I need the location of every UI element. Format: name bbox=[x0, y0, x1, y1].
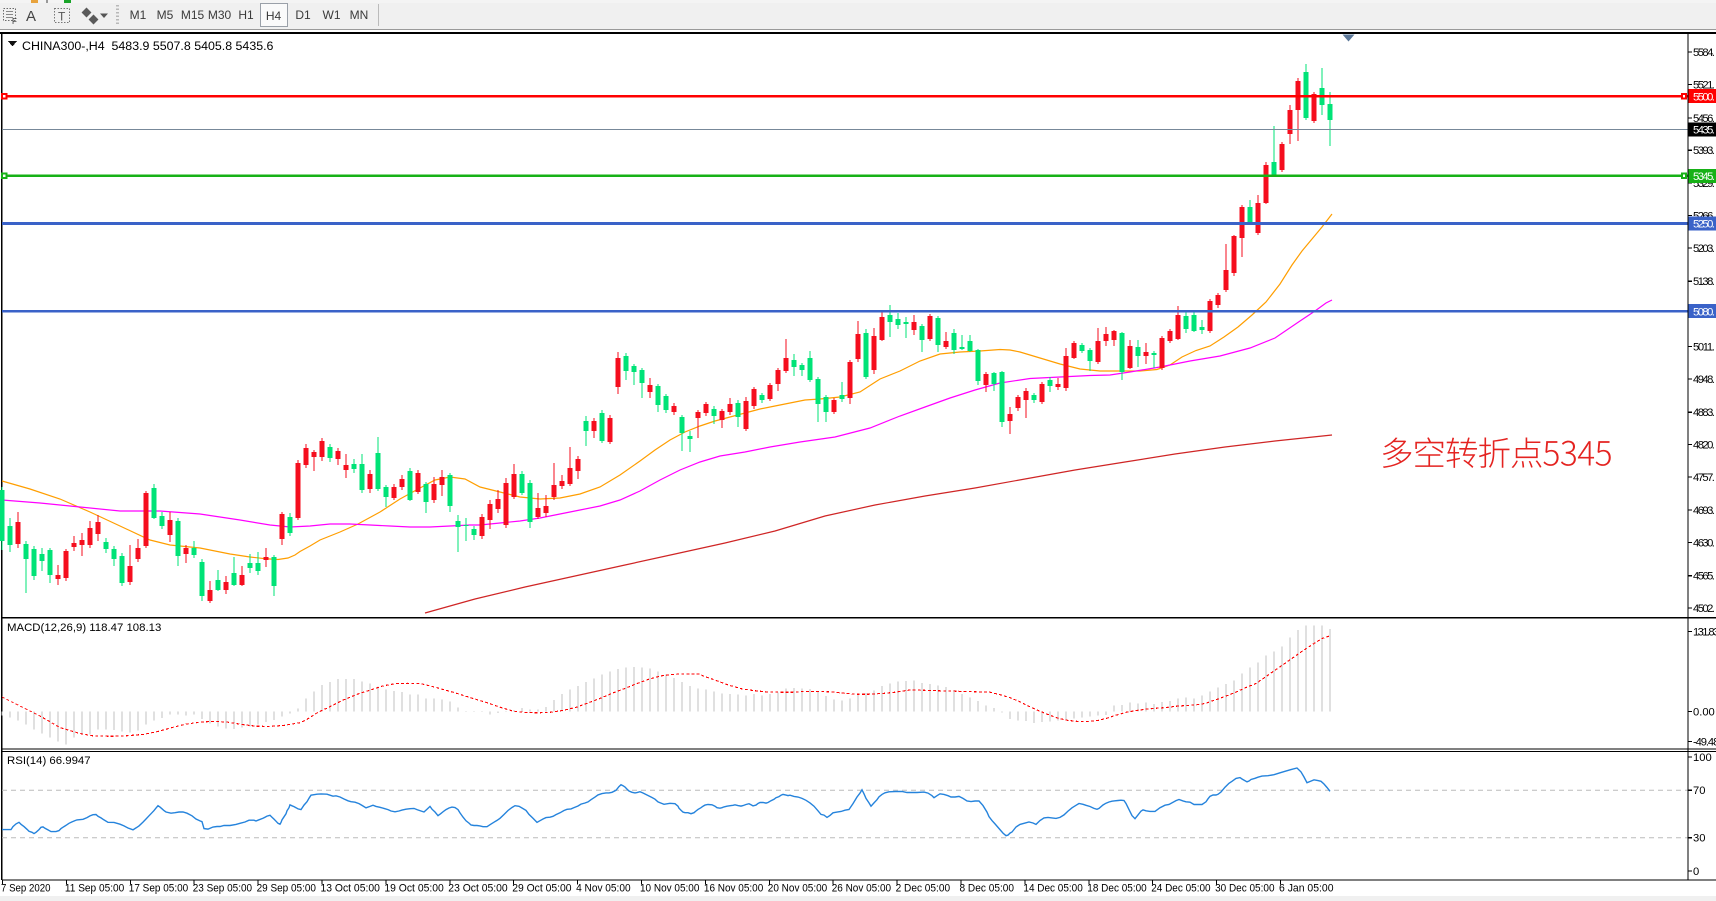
svg-text:5345.: 5345. bbox=[1693, 171, 1715, 183]
svg-text:23 Oct 05:00: 23 Oct 05:00 bbox=[448, 883, 507, 895]
svg-text:5435.: 5435. bbox=[1693, 125, 1715, 137]
svg-text:6 Jan 05:00: 6 Jan 05:00 bbox=[1279, 883, 1334, 895]
svg-text:7 Sep 2020: 7 Sep 2020 bbox=[1, 883, 51, 895]
svg-text:0: 0 bbox=[1693, 866, 1699, 878]
svg-text:4630.: 4630. bbox=[1693, 537, 1715, 549]
svg-text:T: T bbox=[58, 10, 66, 24]
svg-text:8 Dec 05:00: 8 Dec 05:00 bbox=[960, 883, 1015, 895]
svg-text:5080.: 5080. bbox=[1693, 306, 1715, 318]
svg-text:100: 100 bbox=[1693, 752, 1712, 764]
svg-text:CHINA300-,H4 5483.9 5507.8 54: CHINA300-,H4 5483.9 5507.8 5405.8 5435.6 bbox=[22, 39, 274, 53]
svg-text:4820.: 4820. bbox=[1693, 440, 1715, 452]
svg-text:A: A bbox=[26, 8, 36, 25]
svg-text:5011.: 5011. bbox=[1693, 342, 1715, 354]
svg-text:5250.: 5250. bbox=[1693, 219, 1715, 231]
svg-text:0.00: 0.00 bbox=[1693, 707, 1715, 719]
svg-text:4883.: 4883. bbox=[1693, 407, 1715, 419]
svg-text:18 Dec 05:00: 18 Dec 05:00 bbox=[1087, 883, 1146, 895]
svg-text:14 Dec 05:00: 14 Dec 05:00 bbox=[1023, 883, 1082, 895]
svg-text:16 Nov 05:00: 16 Nov 05:00 bbox=[704, 883, 763, 895]
svg-text:11 Sep 05:00: 11 Sep 05:00 bbox=[65, 883, 124, 895]
svg-text:30: 30 bbox=[1693, 833, 1705, 845]
svg-text:5521.: 5521. bbox=[1693, 79, 1715, 91]
svg-text:4757.: 4757. bbox=[1693, 472, 1715, 484]
svg-text:20 Nov 05:00: 20 Nov 05:00 bbox=[768, 883, 827, 895]
svg-text:-49.48: -49.48 bbox=[1693, 737, 1716, 749]
svg-text:4948.: 4948. bbox=[1693, 374, 1715, 386]
svg-text:70: 70 bbox=[1693, 785, 1705, 797]
svg-text:5203.: 5203. bbox=[1693, 243, 1715, 255]
svg-text:2 Dec 05:00: 2 Dec 05:00 bbox=[896, 883, 951, 895]
svg-text:F: F bbox=[12, 17, 17, 26]
svg-text:10 Nov 05:00: 10 Nov 05:00 bbox=[640, 883, 699, 895]
svg-text:5500.: 5500. bbox=[1693, 91, 1715, 103]
svg-text:5138.: 5138. bbox=[1693, 276, 1715, 288]
svg-text:MACD(12,26,9) 118.47 108.13: MACD(12,26,9) 118.47 108.13 bbox=[7, 622, 161, 634]
svg-text:131.83: 131.83 bbox=[1693, 627, 1716, 639]
svg-text:4502.: 4502. bbox=[1693, 603, 1715, 615]
svg-text:17 Sep 05:00: 17 Sep 05:00 bbox=[129, 883, 188, 895]
svg-text:5393.: 5393. bbox=[1693, 145, 1715, 157]
svg-text:30 Dec 05:00: 30 Dec 05:00 bbox=[1215, 883, 1274, 895]
svg-text:26 Nov 05:00: 26 Nov 05:00 bbox=[832, 883, 891, 895]
svg-text:13 Oct 05:00: 13 Oct 05:00 bbox=[321, 883, 380, 895]
svg-text:4693.: 4693. bbox=[1693, 505, 1715, 517]
svg-text:19 Oct 05:00: 19 Oct 05:00 bbox=[384, 883, 443, 895]
svg-text:24 Dec 05:00: 24 Dec 05:00 bbox=[1151, 883, 1210, 895]
svg-text:4565.: 4565. bbox=[1693, 571, 1715, 583]
svg-text:5456.: 5456. bbox=[1693, 113, 1715, 125]
svg-text:29 Oct 05:00: 29 Oct 05:00 bbox=[512, 883, 571, 895]
svg-text:4 Nov 05:00: 4 Nov 05:00 bbox=[576, 883, 631, 895]
svg-text:RSI(14) 66.9947: RSI(14) 66.9947 bbox=[7, 755, 91, 767]
svg-text:29 Sep 05:00: 29 Sep 05:00 bbox=[257, 883, 316, 895]
svg-text:23 Sep 05:00: 23 Sep 05:00 bbox=[193, 883, 252, 895]
svg-text:5584.: 5584. bbox=[1693, 47, 1715, 59]
